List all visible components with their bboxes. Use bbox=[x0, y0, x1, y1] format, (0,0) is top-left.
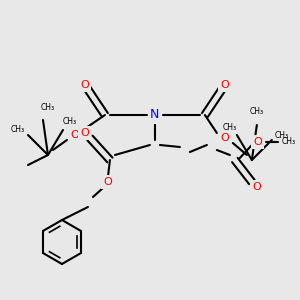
Text: N: N bbox=[150, 109, 160, 122]
Text: CH₃: CH₃ bbox=[41, 103, 55, 112]
Text: O: O bbox=[70, 130, 79, 140]
Text: CH₃: CH₃ bbox=[63, 118, 77, 127]
Text: O: O bbox=[253, 182, 261, 192]
Text: O: O bbox=[254, 137, 262, 147]
Text: CH₃: CH₃ bbox=[223, 122, 237, 131]
Text: O: O bbox=[220, 80, 229, 90]
Text: O: O bbox=[81, 128, 89, 138]
Text: O: O bbox=[220, 133, 229, 143]
Text: O: O bbox=[81, 80, 89, 90]
Text: O: O bbox=[103, 177, 112, 187]
Text: CH₃: CH₃ bbox=[250, 107, 264, 116]
Text: CH₃: CH₃ bbox=[275, 130, 289, 140]
Text: CH₃: CH₃ bbox=[11, 125, 25, 134]
Text: CH₃: CH₃ bbox=[282, 137, 296, 146]
